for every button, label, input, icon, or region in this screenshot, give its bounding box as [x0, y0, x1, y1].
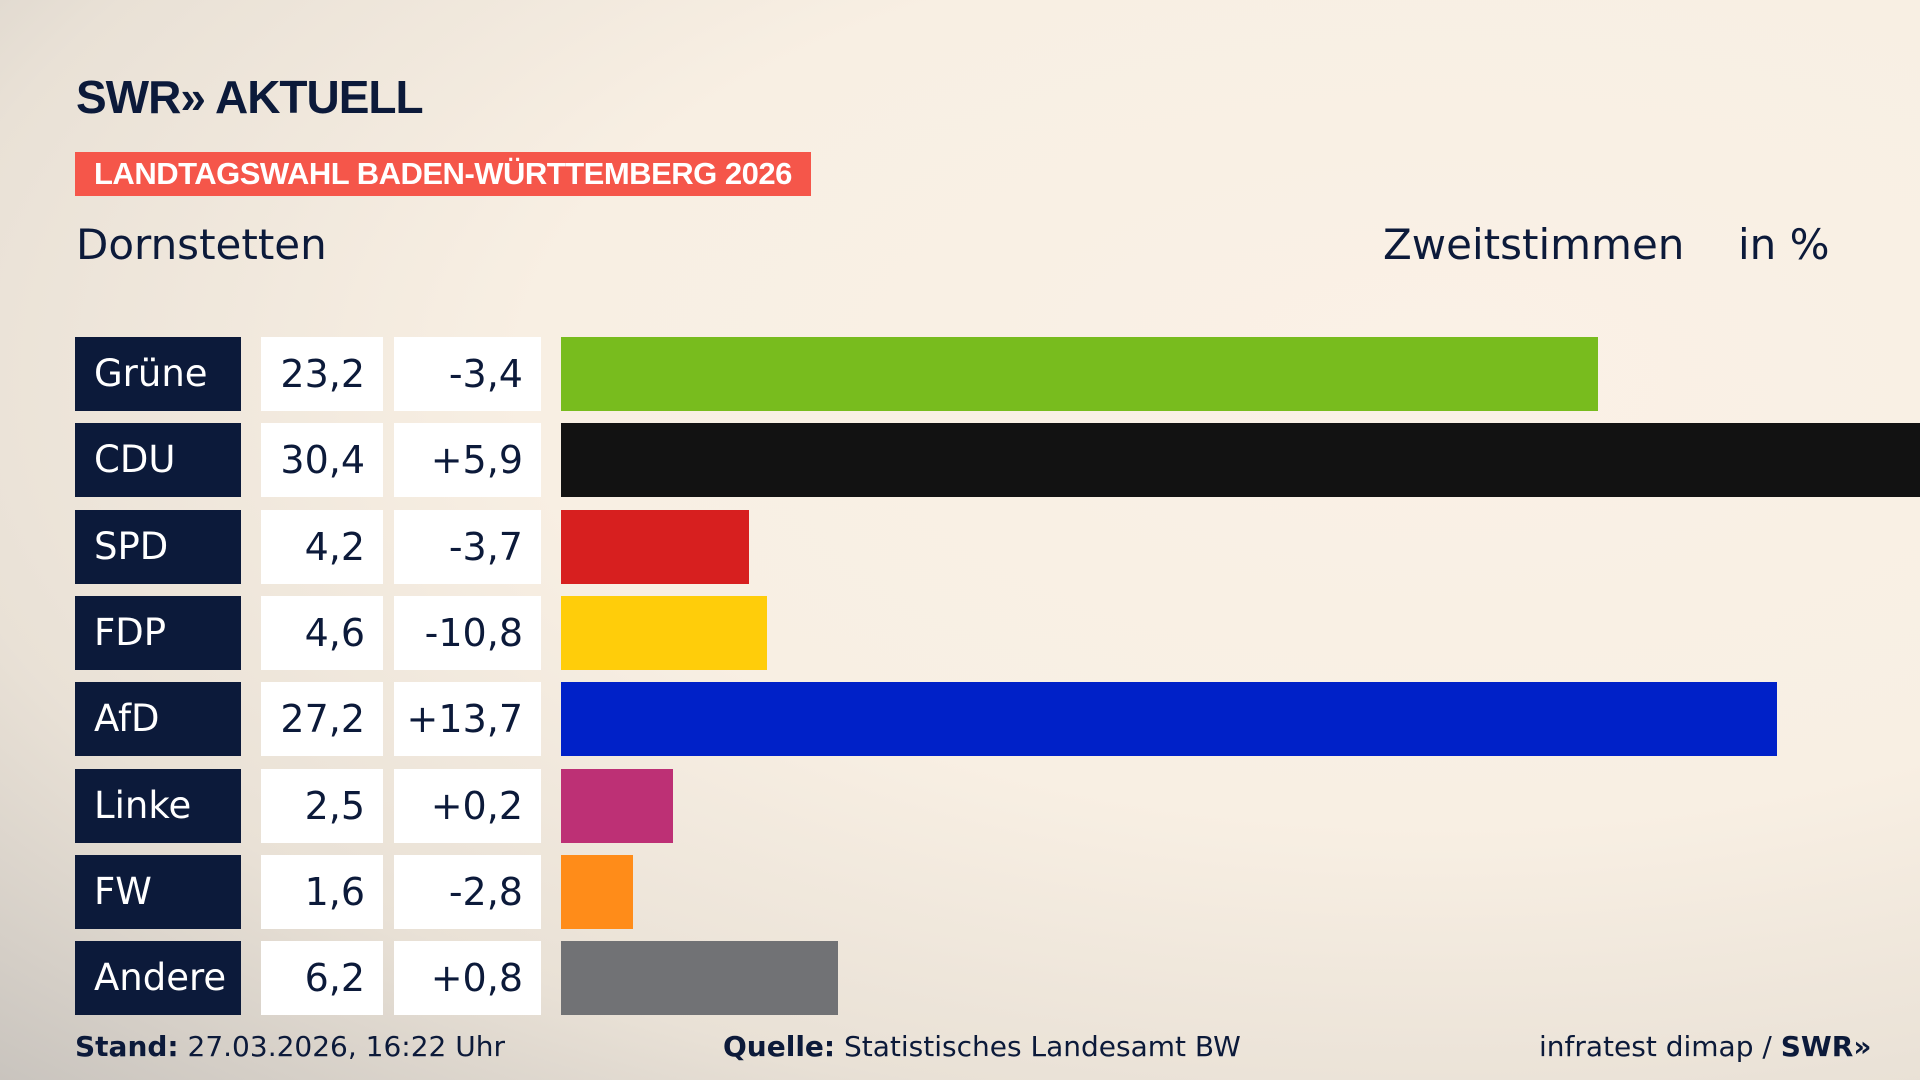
stand-value: 27.03.2026, 16:22 Uhr [187, 1030, 505, 1063]
party-label: Andere [75, 941, 241, 1016]
party-row: Grüne 23,2 -3,4 [75, 337, 1920, 411]
vote-share-value: 27,2 [261, 682, 383, 757]
party-label: FDP [75, 595, 241, 670]
party-label: Linke [75, 768, 241, 843]
party-row: SPD 4,2 -3,7 [75, 509, 1920, 584]
stand-label: Stand: [75, 1030, 179, 1063]
party-bar [561, 768, 673, 843]
party-label: CDU [75, 423, 241, 498]
party-row: Linke 2,5 +0,2 [75, 768, 1920, 843]
source-label: Quelle: [723, 1030, 836, 1063]
party-row: FW 1,6 -2,8 [75, 854, 1920, 929]
party-label: FW [75, 854, 241, 929]
swr-aktuell-logo: SWR» AKTUELL [76, 71, 424, 123]
party-bar [561, 509, 749, 584]
party-bar [561, 337, 1599, 411]
party-bar [561, 682, 1777, 757]
vote-change-value: +13,7 [394, 682, 541, 757]
vote-share-value: 4,6 [261, 595, 383, 670]
party-bar [561, 423, 1920, 498]
vote-share-value: 6,2 [261, 941, 383, 1016]
vote-share-value: 30,4 [261, 423, 383, 498]
vote-share-value: 4,2 [261, 509, 383, 584]
party-bar [561, 854, 633, 929]
vote-change-value: +5,9 [394, 423, 541, 498]
party-label: AfD [75, 682, 241, 757]
vote-change-value: -2,8 [394, 854, 541, 929]
vote-type-label: Zweitstimmen [1383, 220, 1685, 269]
vote-change-value: +0,8 [394, 941, 541, 1016]
party-row: FDP 4,6 -10,8 [75, 595, 1920, 670]
source: Quelle: Statistisches Landesamt BW [723, 1030, 1241, 1063]
source-value: Statistisches Landesamt BW [844, 1030, 1241, 1063]
vote-change-value: -3,4 [394, 337, 541, 411]
vote-share-value: 23,2 [261, 337, 383, 411]
location-title: Dornstetten [76, 220, 327, 269]
vote-change-value: -3,7 [394, 509, 541, 584]
party-row: CDU 30,4 +5,9 [75, 423, 1920, 498]
timestamp: Stand: 27.03.2026, 16:22 Uhr [75, 1030, 505, 1063]
vote-share-value: 2,5 [261, 768, 383, 843]
party-label: SPD [75, 509, 241, 584]
swr-logo: SWR» [1780, 1030, 1872, 1063]
vote-share-value: 1,6 [261, 854, 383, 929]
election-banner: LANDTAGSWAHL BADEN-WÜRTTEMBERG 2026 [75, 152, 811, 196]
credit: infratest dimap / SWR» [1539, 1030, 1871, 1063]
party-row: AfD 27,2 +13,7 [75, 682, 1920, 757]
party-bar [561, 595, 767, 670]
vote-change-value: -10,8 [394, 595, 541, 670]
unit-label: in % [1738, 220, 1830, 269]
party-label: Grüne [75, 337, 241, 411]
party-bar [561, 941, 839, 1016]
vote-change-value: +0,2 [394, 768, 541, 843]
credit-text: infratest dimap / [1539, 1030, 1781, 1063]
party-row: Andere 6,2 +0,8 [75, 941, 1920, 1016]
